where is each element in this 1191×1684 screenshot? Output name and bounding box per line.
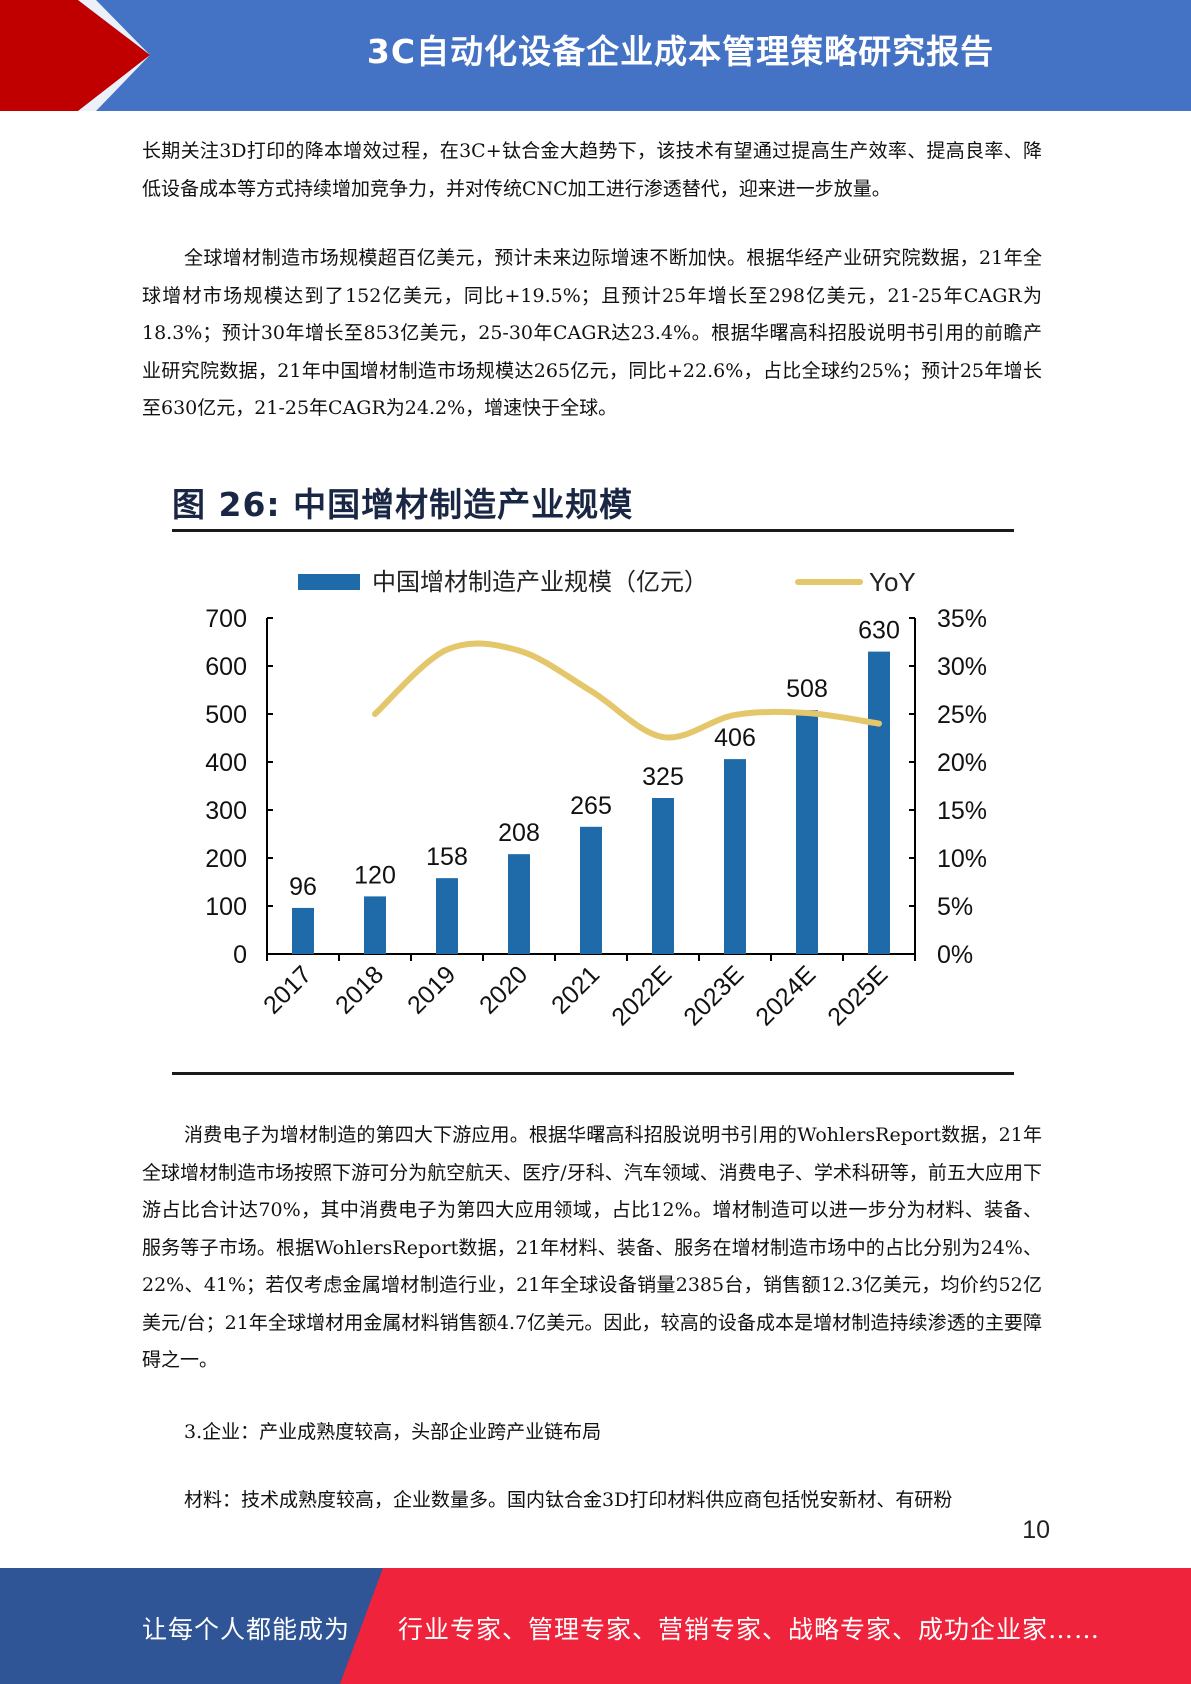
y-right-tick-label: 35% — [937, 605, 987, 633]
x-tick-label: 2017 — [258, 960, 317, 1019]
y-left-tick-label: 700 — [205, 605, 247, 633]
x-tick-label: 2022E — [606, 960, 677, 1031]
x-tick-label: 2023E — [678, 960, 749, 1031]
legend-swatch-bars — [298, 574, 360, 590]
x-tick-label: 2021 — [546, 960, 605, 1019]
x-tick-label: 2024E — [750, 960, 821, 1031]
paragraph-5: 材料：技术成熟度较高，企业数量多。国内钛合金3D打印材料供应商包括悦安新材、有研… — [184, 1489, 953, 1511]
y-right-tick-label: 10% — [937, 845, 987, 873]
x-tick-label: 2025E — [822, 960, 893, 1031]
bar-data-label: 508 — [786, 675, 828, 703]
bar — [364, 896, 386, 954]
bar — [436, 878, 458, 954]
y-left-tick-label: 300 — [205, 797, 247, 825]
legend-label-line: YoY — [869, 567, 916, 597]
x-tick-label: 2020 — [474, 960, 533, 1019]
bar-data-label: 406 — [714, 724, 756, 752]
y-left-tick-label: 0 — [233, 941, 247, 969]
figure-top-rule — [172, 529, 1014, 532]
y-left-tick-label: 500 — [205, 701, 247, 729]
y-left-tick-label: 100 — [205, 893, 247, 921]
figure-bottom-rule — [172, 1072, 1014, 1075]
bar — [652, 798, 674, 954]
x-tick-label: 2018 — [330, 960, 389, 1019]
bar-data-label: 325 — [642, 763, 684, 791]
section-heading: 3.企业：产业成熟度较高，头部企业跨产业链布局 — [184, 1421, 602, 1443]
figure-title: 图 26: 中国增材制造产业规模 — [172, 485, 634, 524]
bar-data-label: 630 — [858, 617, 900, 645]
y-right-tick-label: 30% — [937, 653, 987, 681]
footer-slogan-left: 让每个人都能成为 — [142, 1615, 351, 1644]
bar-line-chart: 中国增材制造产业规模（亿元） YoY 0 100 200 300 400 500 600 700 0… — [205, 567, 987, 1031]
y-right-tick-label: 0% — [937, 941, 973, 969]
bar-data-label: 120 — [354, 861, 396, 889]
y-left-tick-label: 600 — [205, 653, 247, 681]
page-footer: 让每个人都能成为 行业专家、管理专家、营销专家、战略专家、成功企业家…… — [0, 1568, 1191, 1684]
bar-data-label: 265 — [570, 792, 612, 820]
bar-data-label: 96 — [289, 873, 317, 901]
page-number: 10 — [1022, 1516, 1050, 1544]
x-tick-label: 2019 — [402, 960, 461, 1019]
bar — [580, 826, 602, 954]
bar — [796, 710, 818, 954]
bar-data-label: 158 — [426, 843, 468, 871]
footer-banner — [0, 1568, 1191, 1684]
bar — [724, 759, 746, 954]
y-right-tick-label: 5% — [937, 893, 973, 921]
bar — [868, 651, 890, 954]
y-left-tick-label: 400 — [205, 749, 247, 777]
header-banner — [0, 0, 1191, 111]
footer-slogan-right: 行业专家、管理专家、营销专家、战略专家、成功企业家…… — [398, 1615, 1101, 1644]
paragraph-1: 长期关注3D打印的降本增效过程，在3C+钛合金大趋势下，该技术有望通过提高生产效… — [142, 140, 1042, 200]
y-right-tick-label: 15% — [937, 797, 987, 825]
bar — [292, 907, 314, 954]
page-header: 3C自动化设备企业成本管理策略研究报告 — [0, 0, 1191, 111]
y-right-tick-label: 20% — [937, 749, 987, 777]
paragraph-3: 消费电子为增材制造的第四大下游应用。根据华曙高科招股说明书引用的WohlersR… — [142, 1124, 1042, 1371]
y-left-tick-label: 200 — [205, 845, 247, 873]
paragraph-2: 全球增材制造市场规模超百亿美元，预计未来边际增速不断加快。根据华经产业研究院数据… — [142, 247, 1042, 419]
legend-label-bars: 中国增材制造产业规模（亿元） — [372, 569, 708, 596]
y-right-tick-label: 25% — [937, 701, 987, 729]
yoy-line — [372, 640, 882, 741]
bar-data-label: 208 — [498, 819, 540, 847]
document-title: 3C自动化设备企业成本管理策略研究报告 — [366, 32, 995, 71]
bar — [508, 854, 530, 954]
